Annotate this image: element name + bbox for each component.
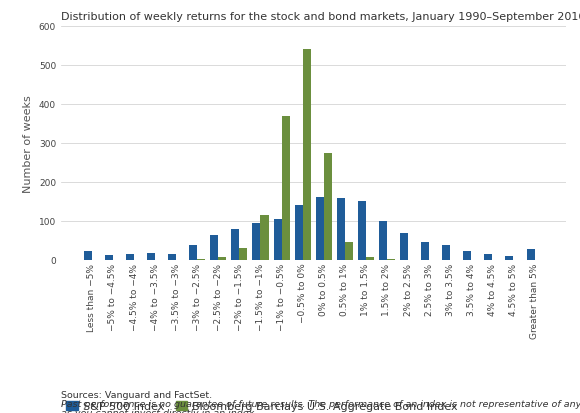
Bar <box>316 198 324 260</box>
Bar <box>303 50 311 260</box>
Text: Past performance is no guarantee of future results. The performance of an index : Past performance is no guarantee of futu… <box>61 399 580 408</box>
Bar <box>105 256 113 260</box>
Bar <box>147 253 155 260</box>
Bar <box>421 243 429 260</box>
Text: as you cannot invest directly in an index.: as you cannot invest directly in an inde… <box>61 408 257 413</box>
Bar <box>240 249 248 260</box>
Bar <box>442 245 450 260</box>
Bar <box>345 243 353 260</box>
Bar <box>218 257 226 260</box>
Text: Distribution of weekly returns for the stock and bond markets, January 1990–Sept: Distribution of weekly returns for the s… <box>61 12 580 22</box>
Bar <box>260 216 269 260</box>
Bar <box>484 254 492 260</box>
Bar <box>168 254 176 260</box>
Bar <box>231 229 240 260</box>
Bar <box>505 256 513 260</box>
Bar <box>400 233 408 260</box>
Bar <box>189 245 197 260</box>
Bar <box>324 153 332 260</box>
Bar <box>84 252 92 260</box>
Bar <box>126 254 134 260</box>
Bar <box>527 249 535 260</box>
Bar <box>281 116 289 260</box>
Bar <box>387 259 395 260</box>
Y-axis label: Number of weeks: Number of weeks <box>23 95 33 192</box>
Text: Sources: Vanguard and FactSet.: Sources: Vanguard and FactSet. <box>61 390 212 399</box>
Bar <box>358 202 366 260</box>
Legend: S&P 500 Index, Bloomberg Barclays U.S. Aggregate Bond Index: S&P 500 Index, Bloomberg Barclays U.S. A… <box>67 401 458 411</box>
Bar <box>274 219 281 260</box>
Bar <box>379 221 387 260</box>
Bar <box>366 257 374 260</box>
Bar <box>295 206 303 260</box>
Bar <box>252 223 260 260</box>
Bar <box>463 252 472 260</box>
Bar <box>337 199 345 260</box>
Bar <box>197 259 205 260</box>
Bar <box>211 236 218 260</box>
